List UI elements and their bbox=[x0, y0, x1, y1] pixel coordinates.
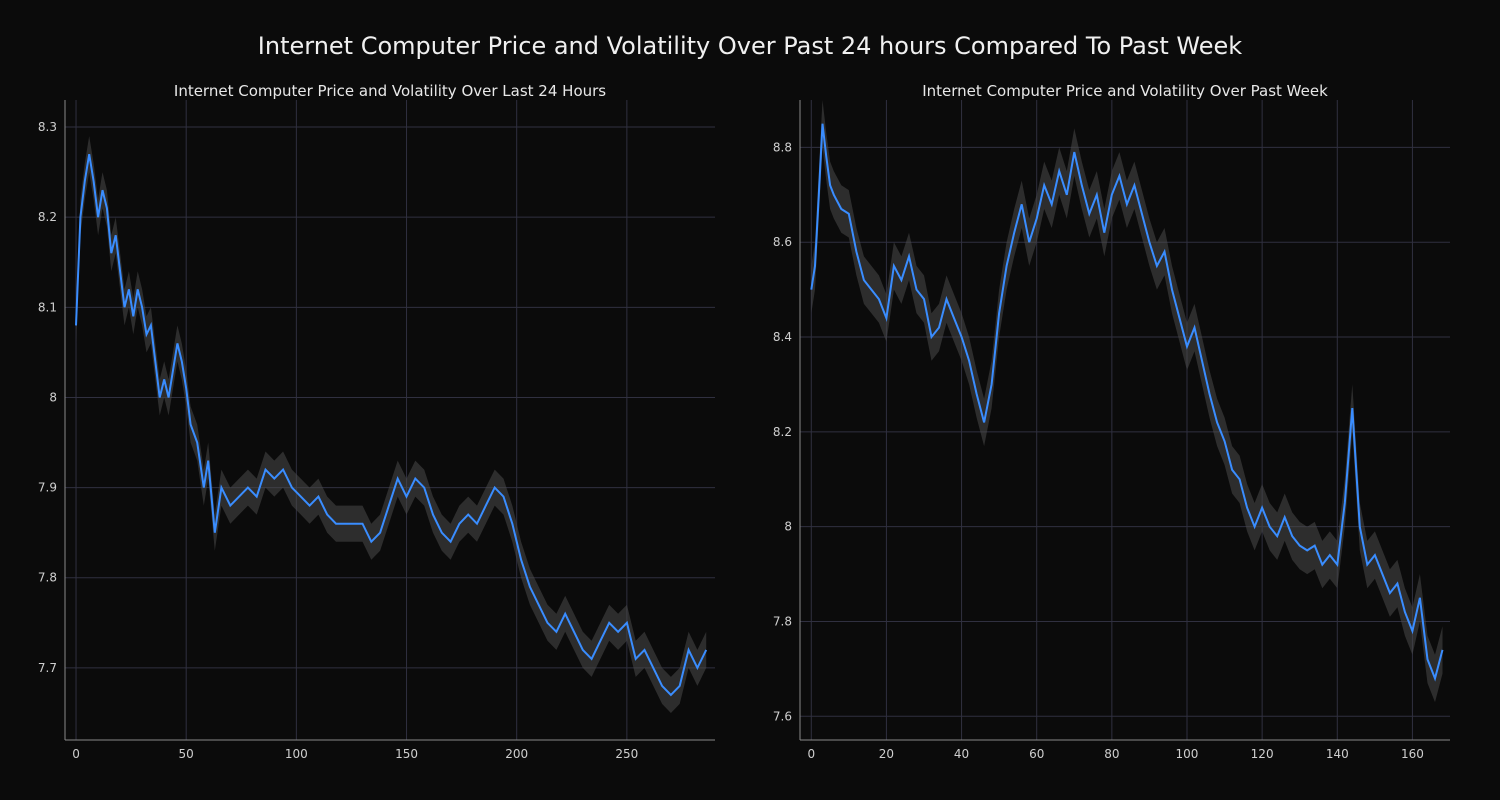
subplot-24h-title: Internet Computer Price and Volatility O… bbox=[65, 82, 715, 100]
x-tick-label: 100 bbox=[285, 747, 308, 761]
subplot-week-title: Internet Computer Price and Volatility O… bbox=[800, 82, 1450, 100]
y-tick-label: 7.6 bbox=[773, 709, 792, 723]
y-tick-label: 8.1 bbox=[38, 300, 57, 314]
x-tick-label: 20 bbox=[879, 747, 894, 761]
x-tick-label: 120 bbox=[1251, 747, 1274, 761]
y-tick-label: 7.8 bbox=[773, 614, 792, 628]
x-tick-label: 150 bbox=[395, 747, 418, 761]
figure: Internet Computer Price and Volatility O… bbox=[0, 0, 1500, 800]
subplot-week: Internet Computer Price and Volatility O… bbox=[800, 100, 1450, 740]
x-tick-label: 250 bbox=[615, 747, 638, 761]
y-tick-label: 8.2 bbox=[773, 425, 792, 439]
x-tick-label: 0 bbox=[807, 747, 815, 761]
subplot-week-svg: 7.67.888.28.48.68.8020406080100120140160 bbox=[800, 100, 1450, 740]
y-tick-label: 8.3 bbox=[38, 120, 57, 134]
y-tick-label: 7.8 bbox=[38, 571, 57, 585]
y-tick-label: 8.6 bbox=[773, 235, 792, 249]
x-tick-label: 200 bbox=[505, 747, 528, 761]
y-tick-label: 7.9 bbox=[38, 481, 57, 495]
figure-suptitle: Internet Computer Price and Volatility O… bbox=[0, 32, 1500, 60]
price-line bbox=[811, 124, 1442, 679]
x-tick-label: 100 bbox=[1176, 747, 1199, 761]
y-tick-label: 8.4 bbox=[773, 330, 792, 344]
subplot-24h: Internet Computer Price and Volatility O… bbox=[65, 100, 715, 740]
x-tick-label: 50 bbox=[179, 747, 194, 761]
x-tick-label: 40 bbox=[954, 747, 969, 761]
subplot-24h-svg: 7.77.87.988.18.28.3050100150200250 bbox=[65, 100, 715, 740]
x-tick-label: 140 bbox=[1326, 747, 1349, 761]
x-tick-label: 0 bbox=[72, 747, 80, 761]
x-tick-label: 160 bbox=[1401, 747, 1424, 761]
y-tick-label: 8.8 bbox=[773, 140, 792, 154]
y-tick-label: 7.7 bbox=[38, 661, 57, 675]
x-tick-label: 80 bbox=[1104, 747, 1119, 761]
y-tick-label: 8 bbox=[49, 390, 57, 404]
y-tick-label: 8 bbox=[784, 520, 792, 534]
y-tick-label: 8.2 bbox=[38, 210, 57, 224]
x-tick-label: 60 bbox=[1029, 747, 1044, 761]
volatility-band bbox=[811, 100, 1442, 702]
